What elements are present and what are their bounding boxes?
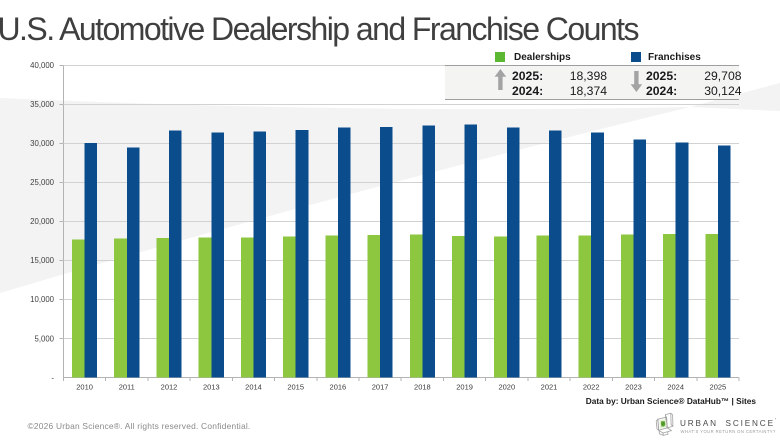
svg-text:2011: 2011	[119, 383, 135, 392]
svg-text:2019: 2019	[456, 383, 473, 392]
svg-text:2014: 2014	[245, 383, 262, 392]
svg-text:35,000: 35,000	[30, 100, 55, 109]
svg-text:2015: 2015	[287, 383, 304, 392]
svg-text:2025: 2025	[710, 383, 727, 392]
svg-text:2020: 2020	[498, 383, 515, 392]
svg-text:10,000: 10,000	[30, 295, 55, 304]
svg-text:25,000: 25,000	[30, 178, 55, 187]
svg-text:2017: 2017	[372, 383, 389, 392]
svg-text:30,000: 30,000	[30, 139, 55, 148]
svg-text:2016: 2016	[330, 383, 347, 392]
svg-text:20,000: 20,000	[30, 217, 55, 226]
svg-text:2021: 2021	[541, 383, 558, 392]
svg-text:2010: 2010	[76, 383, 93, 392]
svg-text:2022: 2022	[583, 383, 600, 392]
svg-text:40,000: 40,000	[30, 61, 55, 70]
svg-text:15,000: 15,000	[30, 256, 55, 265]
svg-text:2012: 2012	[161, 383, 178, 392]
svg-text:2018: 2018	[414, 383, 431, 392]
svg-text:5,000: 5,000	[34, 334, 54, 343]
svg-text:2013: 2013	[203, 383, 220, 392]
svg-text:-: -	[51, 373, 54, 382]
svg-text:2024: 2024	[667, 383, 684, 392]
svg-text:2023: 2023	[625, 383, 642, 392]
